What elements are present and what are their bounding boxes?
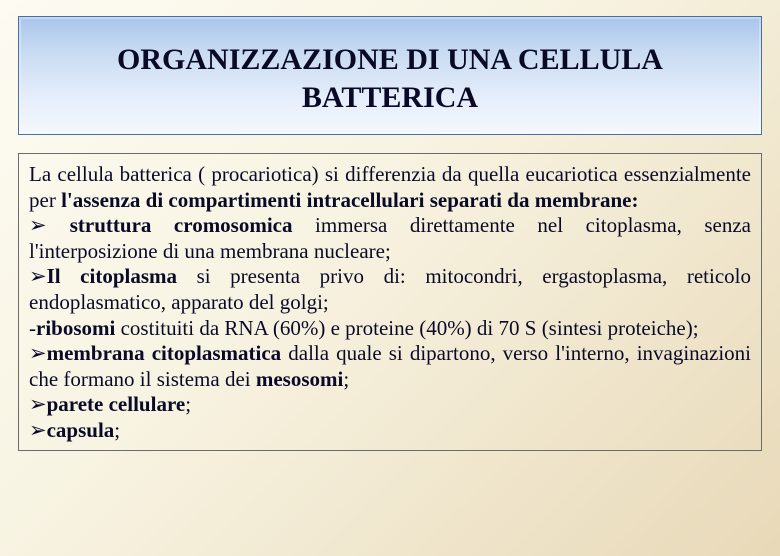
bullet-arrow-icon: ➢ [29,265,47,288]
title-panel: ORGANIZZAZIONE DI UNA CELLULA BATTERICA [18,16,762,135]
bullet-arrow-icon: ➢ [29,214,70,237]
slide-title: ORGANIZZAZIONE DI UNA CELLULA BATTERICA [29,41,751,116]
bullet-rest: ; [114,418,120,442]
bullet-3: -ribosomi costituiti da RNA (60%) e prot… [29,316,751,342]
bullet-bold: struttura cromosomica [70,213,293,237]
intro-bold: l'assenza di compartimenti intracellular… [61,188,638,212]
bullet-bold: ribosomi [36,316,115,340]
content-panel: La cellula batterica ( procariotica) si … [18,153,762,451]
bullet-dash-icon: - [29,316,36,340]
bullet-bold: membrana citoplasmatica [47,341,282,365]
bullet-rest-post: ; [343,367,349,391]
title-line2: BATTERICA [302,81,478,114]
bullet-arrow-icon: ➢ [29,419,47,442]
bullet-2: ➢Il citoplasma si presenta privo di: mit… [29,264,751,315]
title-line1: ORGANIZZAZIONE DI UNA CELLULA [117,43,663,76]
bullet-rest: costituiti da RNA (60%) e proteine (40%)… [115,316,698,340]
bullet-4: ➢membrana citoplasmatica dalla quale si … [29,341,751,392]
bullet-5: ➢parete cellulare; [29,392,751,418]
bullet-bold: Il citoplasma [47,264,177,288]
bullet-6: ➢capsula; [29,418,751,444]
bullet-bold: parete cellulare [47,392,186,416]
bullet-arrow-icon: ➢ [29,393,47,416]
bullet-rest-bold: mesosomi [256,367,344,391]
bullet-arrow-icon: ➢ [29,342,47,365]
bullet-rest: ; [185,392,191,416]
intro-paragraph: La cellula batterica ( procariotica) si … [29,162,751,213]
bullet-1: ➢ struttura cromosomica immersa direttam… [29,213,751,264]
bullet-bold: capsula [47,418,115,442]
